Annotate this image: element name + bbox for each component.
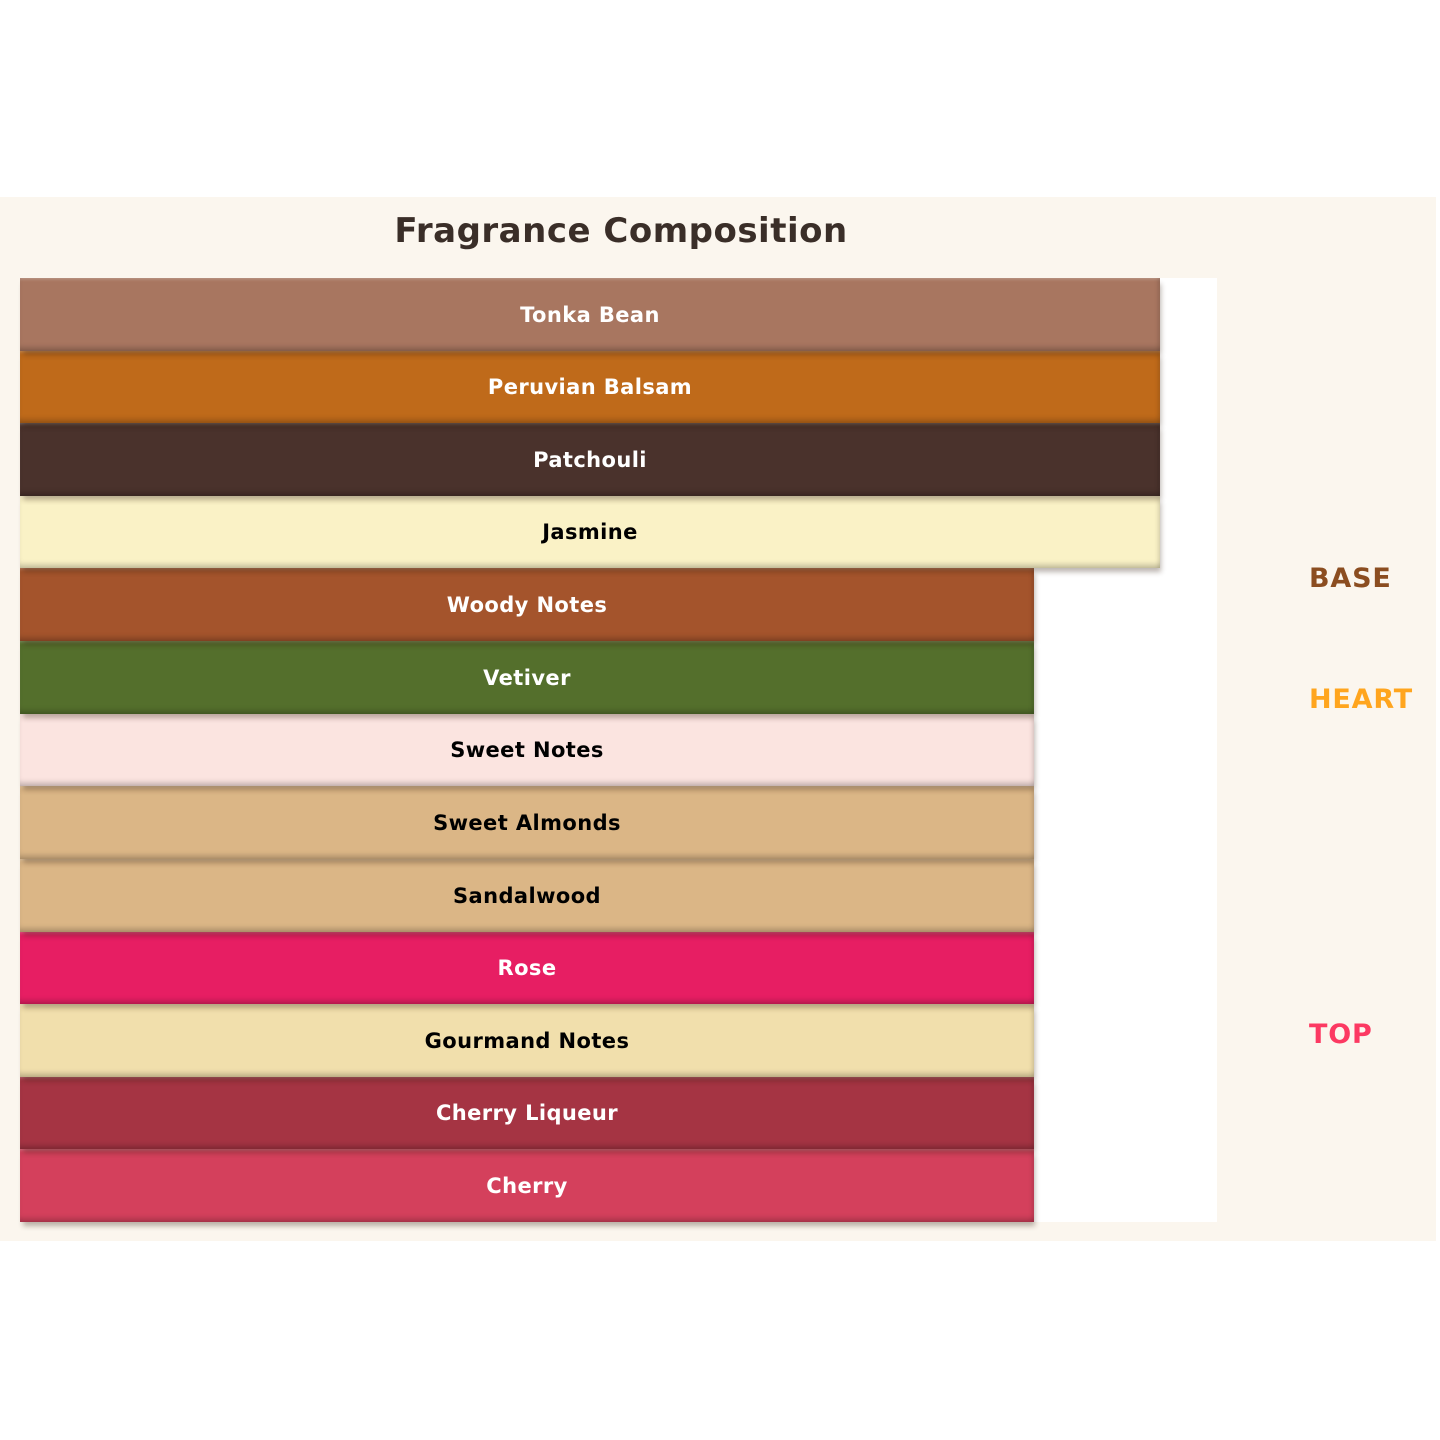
bar-patchouli: Patchouli — [20, 423, 1160, 496]
bar-label: Peruvian Balsam — [487, 375, 693, 399]
bar-label: Cherry — [486, 1173, 568, 1198]
group-label-base: BASE — [1309, 563, 1392, 594]
bar-label: Tonka Bean — [520, 302, 660, 327]
bar-cherry-liqueur: Cherry Liqueur — [20, 1077, 1034, 1149]
bar-sweet-notes: Sweet Notes — [20, 714, 1034, 786]
bar-label: Rose — [497, 956, 557, 980]
bar-label: Sweet Almonds — [433, 810, 621, 835]
bar-label: Vetiver — [483, 665, 571, 690]
bar-woody-notes: Woody Notes — [20, 568, 1034, 641]
group-label-top: TOP — [1309, 1019, 1373, 1050]
chart-title: Fragrance Composition — [394, 211, 848, 251]
bar-label: Jasmine — [542, 520, 638, 544]
bar-vetiver: Vetiver — [20, 641, 1034, 714]
group-label-heart: HEART — [1309, 684, 1413, 715]
bar-sweet-almonds: Sweet Almonds — [20, 786, 1034, 859]
bar-rose: Rose — [20, 932, 1034, 1004]
bar-label: Cherry Liqueur — [435, 1101, 619, 1125]
bar-label: Woody Notes — [446, 592, 608, 617]
bar-sandalwood: Sandalwood — [20, 859, 1034, 932]
bar-jasmine: Jasmine — [20, 496, 1160, 568]
bar-peruvian-balsam: Peruvian Balsam — [20, 351, 1160, 423]
bar-tonka-bean: Tonka Bean — [20, 278, 1160, 351]
bar-cherry: Cherry — [20, 1149, 1034, 1222]
bar-label: Gourmand Notes — [424, 1028, 630, 1053]
chart-canvas: Fragrance Composition Tonka Bean Peruvian… — [0, 197, 1436, 1241]
bar-label: Patchouli — [533, 447, 647, 472]
bar-label: Sandalwood — [453, 883, 601, 908]
bar-label: Sweet Notes — [450, 738, 604, 762]
plot-area: Tonka Bean Peruvian Balsam Patchouli Jasmin… — [20, 278, 1217, 1222]
bar-gourmand-notes: Gourmand Notes — [20, 1004, 1034, 1077]
